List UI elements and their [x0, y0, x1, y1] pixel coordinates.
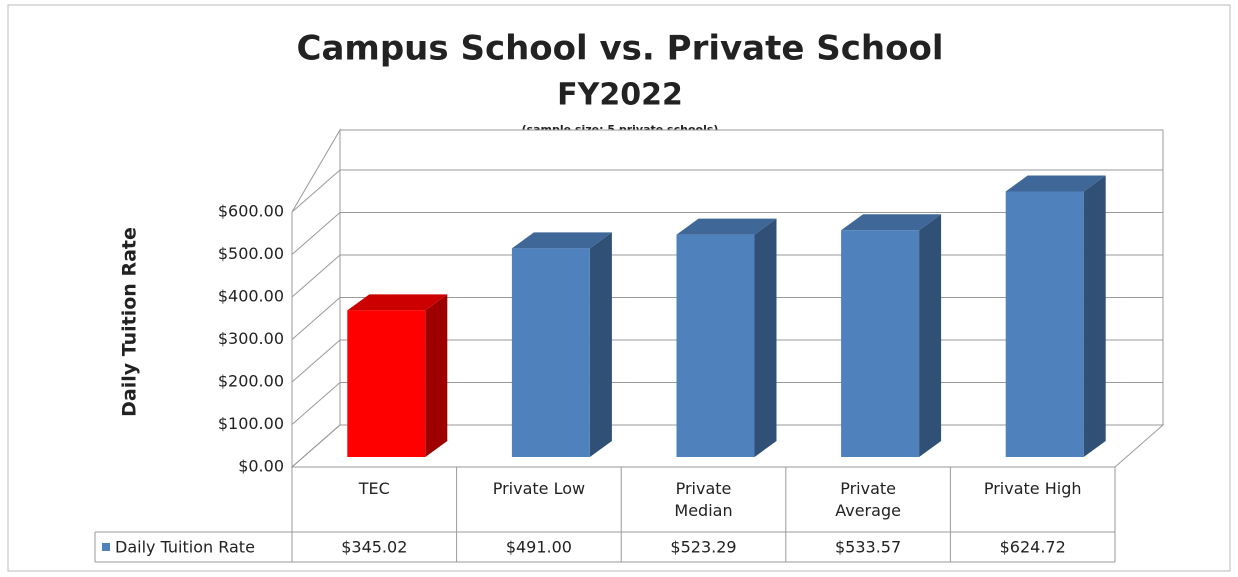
bar-side [754, 218, 777, 457]
bar-top [1005, 175, 1106, 192]
bar [511, 248, 590, 457]
bar-top [676, 218, 777, 235]
x-tick-label: TEC [358, 479, 390, 498]
bar [841, 230, 920, 457]
data-label: $624.72 [1000, 538, 1066, 557]
x-tick-label: Private Average [835, 479, 901, 520]
bar-side [425, 294, 448, 457]
legend-label: Daily Tuition Rate [115, 538, 255, 557]
data-label: $491.00 [506, 538, 572, 557]
bar-side [919, 214, 942, 457]
bar [676, 234, 755, 457]
x-tick-label: Private High [983, 479, 1082, 498]
bar-top [347, 294, 448, 311]
y-tick-label: $500.00 [218, 244, 284, 263]
x-tick-label: Private Low [492, 479, 586, 498]
bar [1005, 191, 1084, 457]
bar-side [1083, 175, 1106, 457]
data-label: $533.57 [835, 538, 901, 557]
chart-title: FY2022 [557, 78, 683, 113]
data-label: $345.02 [341, 538, 407, 557]
bar [347, 310, 426, 457]
y-tick-label: $0.00 [238, 457, 284, 476]
y-tick-label: $100.00 [218, 414, 284, 433]
grid-line [291, 169, 1163, 213]
data-label: $523.29 [670, 538, 736, 557]
bar-side [589, 232, 612, 457]
chart-title: Campus School vs. Private School [297, 29, 944, 69]
bar-top [511, 232, 612, 249]
grid-line [291, 212, 1163, 255]
y-tick-label: $600.00 [218, 202, 284, 221]
y-tick-label: $400.00 [218, 287, 284, 306]
legend-marker [102, 543, 110, 551]
y-tick-label: $300.00 [218, 329, 284, 348]
bar-top [841, 214, 942, 231]
y-axis-label: Daily Tuition Rate [119, 227, 141, 417]
x-tick-label: Private Median [674, 479, 733, 520]
y-tick-label: $200.00 [218, 372, 284, 391]
